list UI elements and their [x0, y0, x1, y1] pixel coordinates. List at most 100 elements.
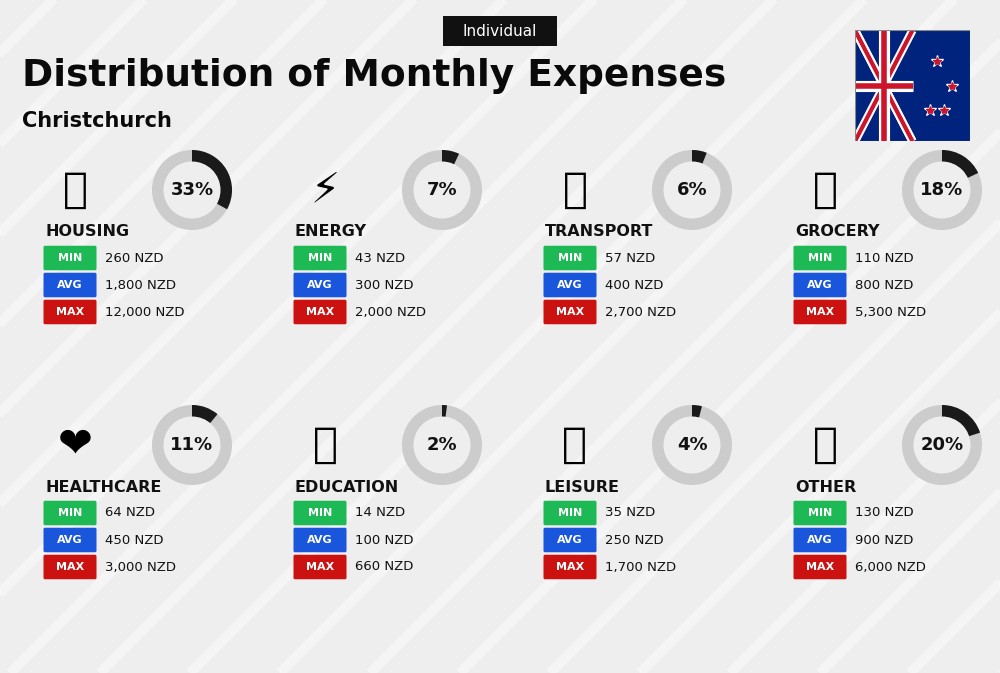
Text: 35 NZD: 35 NZD [605, 507, 655, 520]
Text: AVG: AVG [57, 280, 83, 290]
Wedge shape [652, 405, 732, 485]
Text: MIN: MIN [58, 253, 82, 263]
Wedge shape [192, 405, 217, 423]
Text: 1,800 NZD: 1,800 NZD [105, 279, 176, 291]
Text: AVG: AVG [307, 535, 333, 545]
Text: 43 NZD: 43 NZD [355, 252, 405, 264]
Circle shape [164, 417, 220, 474]
Text: TRANSPORT: TRANSPORT [545, 225, 653, 240]
FancyBboxPatch shape [794, 299, 847, 324]
Text: 110 NZD: 110 NZD [855, 252, 914, 264]
Text: MIN: MIN [558, 253, 582, 263]
Text: 400 NZD: 400 NZD [605, 279, 663, 291]
Text: MIN: MIN [558, 508, 582, 518]
Text: 🛍️: 🛍️ [562, 424, 588, 466]
Text: OTHER: OTHER [795, 479, 856, 495]
FancyBboxPatch shape [44, 501, 97, 525]
Text: MIN: MIN [58, 508, 82, 518]
Text: MIN: MIN [308, 253, 332, 263]
Text: 2,700 NZD: 2,700 NZD [605, 306, 676, 318]
Text: 800 NZD: 800 NZD [855, 279, 913, 291]
FancyBboxPatch shape [44, 528, 97, 553]
FancyBboxPatch shape [293, 273, 347, 297]
Text: GROCERY: GROCERY [795, 225, 880, 240]
FancyBboxPatch shape [44, 299, 97, 324]
FancyBboxPatch shape [293, 299, 347, 324]
Text: ENERGY: ENERGY [295, 225, 367, 240]
Wedge shape [652, 150, 732, 230]
Text: MAX: MAX [306, 562, 334, 572]
Text: AVG: AVG [307, 280, 333, 290]
Text: MIN: MIN [308, 508, 332, 518]
FancyBboxPatch shape [293, 555, 347, 579]
FancyBboxPatch shape [293, 246, 347, 271]
Text: Distribution of Monthly Expenses: Distribution of Monthly Expenses [22, 58, 726, 94]
Circle shape [914, 162, 970, 219]
Text: 300 NZD: 300 NZD [355, 279, 414, 291]
Text: AVG: AVG [807, 280, 833, 290]
Text: MIN: MIN [808, 253, 832, 263]
Text: 130 NZD: 130 NZD [855, 507, 914, 520]
Text: EDUCATION: EDUCATION [295, 479, 399, 495]
FancyBboxPatch shape [442, 16, 557, 46]
Text: 450 NZD: 450 NZD [105, 534, 164, 546]
Text: MAX: MAX [556, 562, 584, 572]
Text: 7%: 7% [427, 181, 457, 199]
Circle shape [414, 417, 471, 474]
Wedge shape [692, 405, 702, 418]
FancyBboxPatch shape [293, 501, 347, 525]
Text: ⚡: ⚡ [310, 169, 340, 211]
Text: 6%: 6% [677, 181, 707, 199]
Text: LEISURE: LEISURE [545, 479, 620, 495]
Text: 🛒: 🛒 [812, 169, 838, 211]
Circle shape [664, 162, 720, 219]
Text: 64 NZD: 64 NZD [105, 507, 155, 520]
FancyBboxPatch shape [794, 555, 847, 579]
Wedge shape [152, 150, 232, 230]
Text: AVG: AVG [557, 280, 583, 290]
Text: 900 NZD: 900 NZD [855, 534, 913, 546]
Text: 33%: 33% [170, 181, 214, 199]
Text: MIN: MIN [808, 508, 832, 518]
Wedge shape [152, 405, 232, 485]
Text: HEALTHCARE: HEALTHCARE [45, 479, 161, 495]
Text: 🚌: 🚌 [562, 169, 588, 211]
Circle shape [664, 417, 720, 474]
Text: 20%: 20% [920, 436, 964, 454]
Text: 18%: 18% [920, 181, 964, 199]
Text: AVG: AVG [807, 535, 833, 545]
Text: MAX: MAX [306, 307, 334, 317]
Text: Individual: Individual [463, 24, 537, 38]
Circle shape [414, 162, 471, 219]
Wedge shape [442, 405, 447, 417]
Wedge shape [902, 405, 982, 485]
Wedge shape [402, 405, 482, 485]
FancyBboxPatch shape [794, 273, 847, 297]
Circle shape [914, 417, 970, 474]
FancyBboxPatch shape [544, 273, 597, 297]
FancyBboxPatch shape [544, 246, 597, 271]
Text: 3,000 NZD: 3,000 NZD [105, 561, 176, 573]
Text: 260 NZD: 260 NZD [105, 252, 164, 264]
Text: 2,000 NZD: 2,000 NZD [355, 306, 426, 318]
FancyBboxPatch shape [794, 528, 847, 553]
Text: 🎓: 🎓 [312, 424, 338, 466]
Text: 👛: 👛 [812, 424, 838, 466]
Text: ❤️: ❤️ [58, 424, 92, 466]
FancyBboxPatch shape [544, 555, 597, 579]
Text: MAX: MAX [56, 307, 84, 317]
Wedge shape [942, 150, 978, 178]
Text: 11%: 11% [170, 436, 214, 454]
Text: 250 NZD: 250 NZD [605, 534, 664, 546]
Wedge shape [192, 150, 232, 209]
Text: 6,000 NZD: 6,000 NZD [855, 561, 926, 573]
Wedge shape [902, 150, 982, 230]
Text: 4%: 4% [677, 436, 707, 454]
FancyBboxPatch shape [44, 555, 97, 579]
Text: 2%: 2% [427, 436, 457, 454]
FancyBboxPatch shape [44, 246, 97, 271]
Circle shape [164, 162, 220, 219]
FancyBboxPatch shape [794, 246, 847, 271]
FancyBboxPatch shape [544, 528, 597, 553]
Text: MAX: MAX [806, 307, 834, 317]
